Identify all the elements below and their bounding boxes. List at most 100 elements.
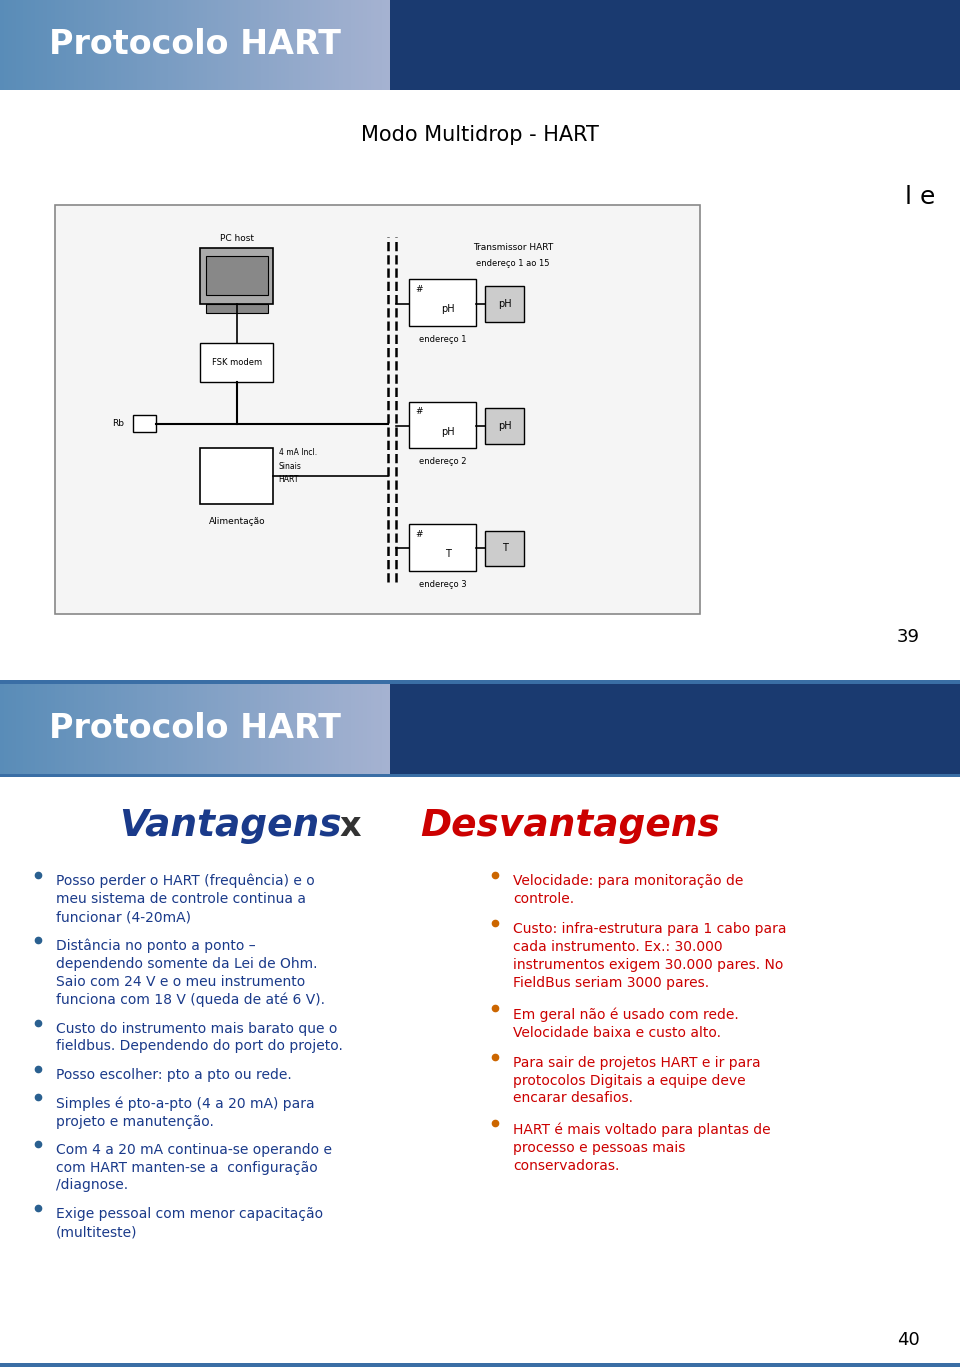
Bar bbox=[82, 0, 85, 90]
Bar bbox=[82, 684, 85, 774]
Bar bbox=[191, 0, 195, 90]
Bar bbox=[8, 684, 12, 774]
Bar bbox=[261, 0, 265, 90]
Bar bbox=[51, 0, 55, 90]
Text: Transmissor HART: Transmissor HART bbox=[472, 243, 553, 252]
Bar bbox=[180, 0, 183, 90]
Bar bbox=[485, 530, 524, 566]
Bar bbox=[203, 684, 206, 774]
Bar bbox=[201, 249, 274, 303]
Text: Custo: infra-estrutura para 1 cabo para
cada instrumento. Ex.: 30.000
instrument: Custo: infra-estrutura para 1 cabo para … bbox=[513, 923, 786, 990]
Bar bbox=[36, 0, 39, 90]
Bar bbox=[78, 0, 82, 90]
Bar bbox=[0, 684, 4, 774]
Bar bbox=[339, 684, 344, 774]
Bar bbox=[335, 0, 339, 90]
Bar bbox=[36, 684, 39, 774]
Bar bbox=[297, 684, 300, 774]
Bar bbox=[324, 0, 327, 90]
Bar bbox=[23, 0, 27, 90]
Bar bbox=[183, 684, 187, 774]
Bar bbox=[78, 684, 82, 774]
Bar bbox=[382, 0, 386, 90]
Bar bbox=[409, 524, 476, 570]
Bar bbox=[59, 684, 62, 774]
Bar bbox=[276, 0, 280, 90]
Bar bbox=[132, 0, 136, 90]
Bar bbox=[113, 684, 117, 774]
Bar bbox=[265, 0, 269, 90]
Bar bbox=[214, 684, 219, 774]
Bar bbox=[93, 0, 98, 90]
Bar bbox=[113, 0, 117, 90]
Bar bbox=[102, 684, 106, 774]
Bar bbox=[359, 684, 363, 774]
Bar bbox=[0, 684, 960, 1367]
Bar bbox=[66, 684, 70, 774]
Bar bbox=[308, 0, 312, 90]
Text: Protocolo HART: Protocolo HART bbox=[49, 712, 341, 745]
Bar bbox=[0, 1363, 960, 1367]
Bar bbox=[246, 0, 250, 90]
Bar bbox=[276, 684, 280, 774]
Text: HART: HART bbox=[278, 476, 300, 484]
Bar bbox=[144, 0, 148, 90]
Bar bbox=[253, 0, 257, 90]
Bar bbox=[242, 0, 246, 90]
Bar bbox=[297, 0, 300, 90]
Bar bbox=[117, 684, 121, 774]
Bar bbox=[152, 684, 156, 774]
Bar bbox=[8, 0, 12, 90]
Text: T: T bbox=[502, 544, 508, 554]
Text: #: # bbox=[415, 529, 422, 539]
Bar bbox=[98, 0, 102, 90]
Text: Vantagens: Vantagens bbox=[119, 808, 342, 843]
Text: endereço 2: endereço 2 bbox=[419, 458, 467, 466]
Bar bbox=[27, 0, 31, 90]
Bar bbox=[230, 684, 234, 774]
Bar bbox=[265, 684, 269, 774]
Bar bbox=[409, 402, 476, 448]
Text: l e: l e bbox=[904, 185, 935, 209]
Bar bbox=[125, 684, 129, 774]
Text: T: T bbox=[445, 550, 451, 559]
Bar bbox=[106, 0, 109, 90]
Bar bbox=[367, 684, 371, 774]
Bar bbox=[152, 0, 156, 90]
Bar bbox=[12, 0, 15, 90]
Bar bbox=[59, 0, 62, 90]
Bar bbox=[257, 0, 261, 90]
Bar bbox=[234, 684, 238, 774]
Bar bbox=[246, 684, 250, 774]
Bar bbox=[367, 0, 371, 90]
Bar bbox=[203, 0, 206, 90]
Bar bbox=[242, 684, 246, 774]
Bar bbox=[47, 0, 51, 90]
Text: endereço 1: endereço 1 bbox=[419, 335, 467, 344]
Bar bbox=[331, 0, 335, 90]
Bar bbox=[39, 0, 43, 90]
Text: Rb: Rb bbox=[112, 420, 125, 428]
Bar bbox=[55, 205, 700, 614]
Bar bbox=[250, 684, 253, 774]
Bar bbox=[386, 0, 390, 90]
Text: pH: pH bbox=[498, 299, 512, 309]
Bar bbox=[312, 684, 316, 774]
Bar bbox=[335, 684, 339, 774]
Text: Exige pessoal com menor capacitação
(multiteste): Exige pessoal com menor capacitação (mul… bbox=[56, 1207, 324, 1240]
Bar bbox=[85, 684, 89, 774]
Bar bbox=[98, 684, 102, 774]
Bar bbox=[316, 684, 320, 774]
Bar bbox=[214, 0, 219, 90]
Bar bbox=[201, 448, 274, 504]
Text: Protocolo HART: Protocolo HART bbox=[49, 29, 341, 62]
Bar bbox=[74, 0, 78, 90]
Bar bbox=[121, 684, 125, 774]
Bar bbox=[140, 0, 144, 90]
Bar bbox=[390, 0, 960, 90]
Bar bbox=[85, 0, 89, 90]
Bar bbox=[62, 684, 66, 774]
Bar bbox=[136, 0, 140, 90]
Bar bbox=[273, 684, 276, 774]
Bar bbox=[269, 684, 273, 774]
